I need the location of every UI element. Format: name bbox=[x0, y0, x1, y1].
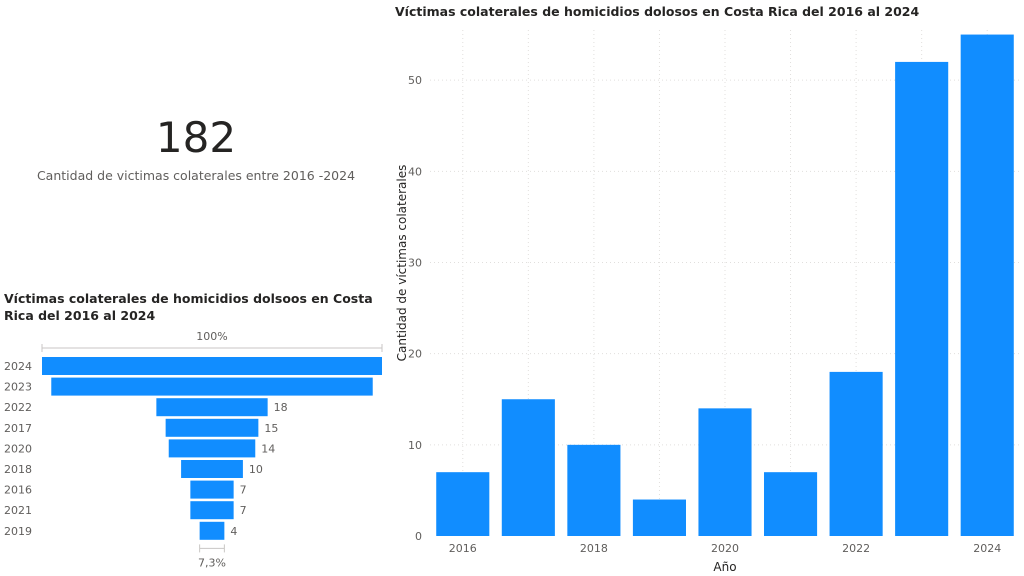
bar-2020[interactable] bbox=[698, 408, 752, 536]
funnel-bar[interactable] bbox=[42, 357, 382, 375]
bar-2017[interactable] bbox=[501, 399, 555, 536]
funnel-bar[interactable] bbox=[190, 480, 234, 499]
funnel-category-label: 2020 bbox=[4, 442, 32, 455]
bar-2024[interactable] bbox=[960, 34, 1014, 536]
y-tick-label: 40 bbox=[408, 165, 422, 178]
funnel-category-label: 2016 bbox=[4, 484, 32, 497]
y-tick-label: 30 bbox=[408, 256, 422, 269]
y-tick-label: 20 bbox=[408, 348, 422, 361]
funnel-category-label: 2017 bbox=[4, 422, 32, 435]
y-tick-label: 0 bbox=[415, 530, 422, 543]
x-tick-label: 2020 bbox=[711, 542, 739, 555]
funnel-bar[interactable] bbox=[156, 398, 268, 417]
funnel-bar[interactable] bbox=[190, 501, 234, 520]
funnel-bar[interactable] bbox=[51, 377, 373, 396]
x-tick-label: 2016 bbox=[449, 542, 477, 555]
funnel-chart: 100% 2024 2023 2022 18 2017 15 2020 14 2018 10 2016… bbox=[4, 330, 383, 569]
bar-chart-title: Víctimas colaterales de homicidios dolos… bbox=[395, 4, 920, 19]
funnel-category-label: 2023 bbox=[4, 381, 32, 394]
x-tick-label: 2018 bbox=[580, 542, 608, 555]
funnel-bar[interactable] bbox=[181, 460, 243, 478]
bar-2021[interactable] bbox=[764, 472, 818, 536]
funnel-bar[interactable] bbox=[168, 439, 256, 458]
x-tick-label: 2024 bbox=[973, 542, 1001, 555]
funnel-data-label: 7 bbox=[240, 484, 247, 497]
funnel-data-label: 18 bbox=[274, 401, 288, 414]
funnel-category-label: 2024 bbox=[4, 360, 32, 373]
x-tick-label: 2022 bbox=[842, 542, 870, 555]
y-tick-label: 50 bbox=[408, 74, 422, 87]
kpi-card: 182 Cantidad de victimas colaterales ent… bbox=[0, 110, 392, 183]
funnel-data-label: 14 bbox=[261, 442, 275, 455]
bar-2016[interactable] bbox=[436, 472, 490, 536]
funnel-bar[interactable] bbox=[165, 418, 259, 437]
funnel-data-label: 15 bbox=[264, 422, 278, 435]
bar-2022[interactable] bbox=[829, 371, 883, 536]
funnel-title: Víctimas colaterales de homicidios dolso… bbox=[4, 291, 373, 323]
funnel-top-label: 100% bbox=[196, 330, 227, 343]
bar-2019[interactable] bbox=[632, 499, 686, 536]
funnel-bottom-label: 7,3% bbox=[198, 556, 226, 569]
bar-2018[interactable] bbox=[567, 444, 621, 536]
funnel-bar[interactable] bbox=[199, 521, 225, 540]
kpi-label: Cantidad de victimas colaterales entre 2… bbox=[36, 168, 356, 183]
funnel-data-label: 7 bbox=[240, 504, 247, 517]
bar-chart: 0 10 20 30 40 50 2016 2018 2020 2022 2024 Año Cantid… bbox=[395, 30, 1020, 574]
funnel-data-label: 10 bbox=[249, 463, 263, 476]
funnel-category-label: 2018 bbox=[4, 463, 32, 476]
x-axis-title: Año bbox=[713, 560, 736, 574]
funnel-category-label: 2021 bbox=[4, 504, 32, 517]
funnel-category-label: 2019 bbox=[4, 525, 32, 538]
bar-2023[interactable] bbox=[895, 61, 949, 536]
funnel-data-label: 4 bbox=[230, 525, 237, 538]
y-axis-title: Cantidad de víctimas colaterales bbox=[395, 165, 409, 362]
y-tick-label: 10 bbox=[408, 439, 422, 452]
kpi-value: 182 bbox=[155, 113, 237, 162]
funnel-category-label: 2022 bbox=[4, 401, 32, 414]
